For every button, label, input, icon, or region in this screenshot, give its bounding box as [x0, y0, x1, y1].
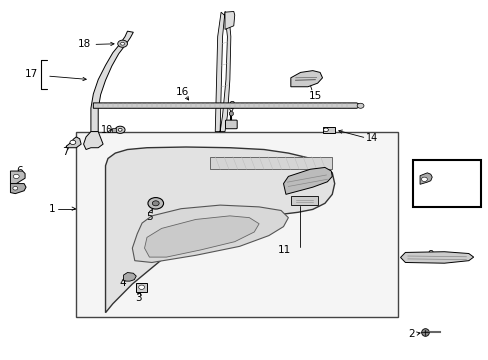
Polygon shape	[290, 71, 322, 87]
Polygon shape	[210, 157, 331, 169]
Circle shape	[152, 201, 159, 206]
Circle shape	[148, 198, 163, 209]
Text: 11: 11	[277, 245, 290, 255]
Text: 18: 18	[78, 40, 91, 49]
Circle shape	[421, 177, 427, 181]
Text: 15: 15	[308, 91, 321, 101]
Polygon shape	[93, 103, 362, 108]
Polygon shape	[322, 127, 334, 133]
Polygon shape	[91, 31, 133, 132]
Polygon shape	[10, 171, 25, 184]
Text: 17: 17	[25, 69, 38, 79]
Text: 13: 13	[429, 161, 443, 171]
Polygon shape	[132, 205, 288, 262]
Text: 10: 10	[101, 125, 113, 135]
Circle shape	[121, 42, 124, 45]
Text: 8: 8	[227, 102, 234, 112]
Polygon shape	[224, 12, 234, 30]
FancyBboxPatch shape	[225, 120, 237, 129]
Circle shape	[118, 129, 122, 131]
Polygon shape	[215, 12, 230, 132]
Circle shape	[323, 128, 328, 132]
Polygon shape	[123, 273, 136, 281]
Text: 4: 4	[119, 278, 125, 288]
FancyBboxPatch shape	[136, 283, 147, 292]
Polygon shape	[290, 196, 317, 205]
Polygon shape	[229, 111, 233, 116]
Text: 9: 9	[427, 250, 433, 260]
Text: 16: 16	[175, 87, 188, 97]
Polygon shape	[419, 173, 431, 184]
Text: 2: 2	[407, 329, 414, 339]
Polygon shape	[66, 137, 81, 148]
Text: 7: 7	[61, 147, 68, 157]
Polygon shape	[83, 132, 103, 149]
Circle shape	[139, 285, 144, 289]
Text: 12: 12	[464, 179, 477, 189]
Text: 1: 1	[48, 204, 55, 214]
Text: 5: 5	[146, 212, 152, 221]
Circle shape	[115, 126, 125, 134]
Circle shape	[70, 140, 76, 144]
Text: 14: 14	[366, 133, 378, 143]
Polygon shape	[10, 184, 26, 194]
Circle shape	[356, 103, 363, 108]
Polygon shape	[400, 252, 473, 263]
Bar	[76, 132, 397, 317]
Text: 6: 6	[16, 166, 22, 176]
Bar	[412, 160, 480, 207]
Circle shape	[13, 186, 18, 190]
Polygon shape	[283, 167, 331, 194]
Circle shape	[13, 174, 19, 179]
Text: 3: 3	[135, 293, 142, 303]
Polygon shape	[144, 216, 259, 257]
Polygon shape	[105, 147, 334, 313]
Circle shape	[118, 40, 127, 47]
